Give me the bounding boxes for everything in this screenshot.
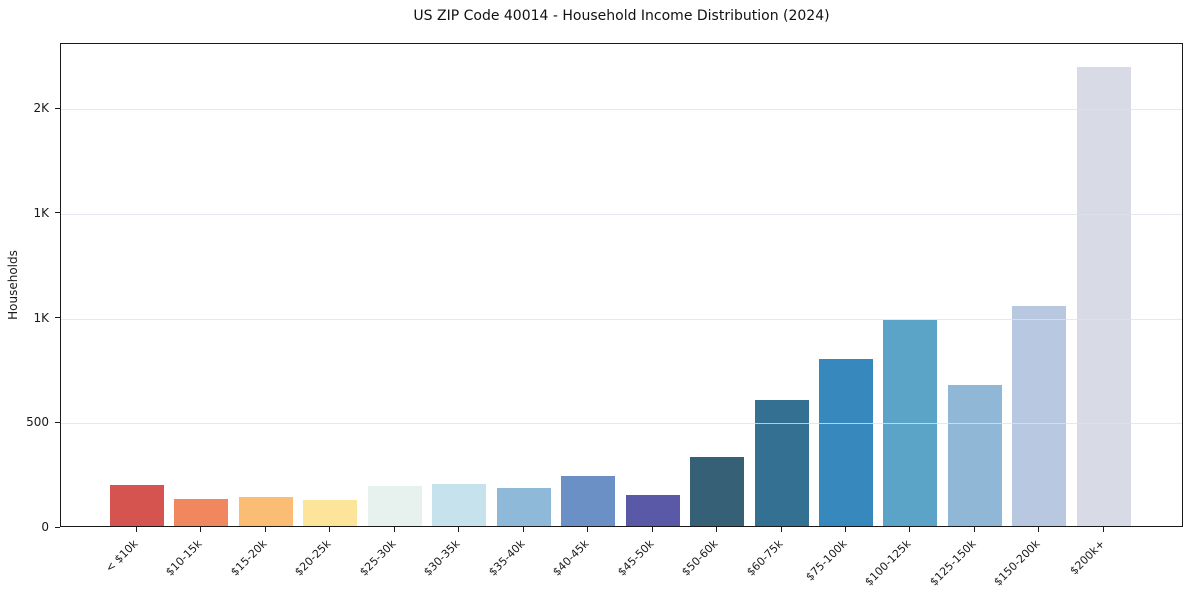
x-tick-mark: [909, 527, 911, 532]
y-tick-mark: [55, 526, 60, 528]
x-tick-mark: [973, 527, 975, 532]
bar-$30-35k: [432, 484, 487, 526]
bar-$100-125k: [883, 319, 938, 526]
bar-$15-20k: [238, 497, 293, 526]
y-tick-mark: [55, 107, 60, 109]
y-tick-mark: [55, 212, 60, 214]
y-tick-label: 2K: [33, 101, 49, 115]
bar-$45-50k: [625, 494, 680, 526]
y-tick-label: 500: [26, 415, 49, 430]
y-tick-mark: [55, 421, 60, 423]
bar-$20-25k: [303, 500, 358, 526]
x-tick-mark: [1038, 527, 1040, 532]
x-tick-mark: [780, 527, 782, 532]
x-tick-mark: [393, 527, 395, 532]
bar-$35-40k: [496, 488, 551, 526]
bar-$40-45k: [561, 475, 616, 526]
x-tick-mark: [587, 527, 589, 532]
plot-area: [60, 43, 1183, 527]
x-tick-mark: [522, 527, 524, 532]
bar-$125-150k: [947, 384, 1002, 526]
bar-< $10k: [110, 485, 164, 526]
bar-$25-30k: [367, 486, 422, 526]
gridline: [61, 318, 1182, 320]
gridline: [61, 423, 1182, 425]
y-axis-title: Households: [6, 250, 20, 320]
bar-$60-75k: [754, 400, 809, 526]
bar-$10-15k: [174, 498, 229, 526]
bar-$200k+: [1076, 67, 1131, 526]
x-tick-mark: [651, 527, 653, 532]
x-tick-mark: [716, 527, 718, 532]
y-tick-label: 1K: [33, 205, 49, 220]
y-tick-label: 1K: [33, 310, 49, 325]
x-tick-mark: [458, 527, 460, 532]
x-tick-mark: [200, 527, 202, 532]
x-tick-mark: [844, 527, 846, 532]
bar-$75-100k: [818, 359, 873, 526]
gridline: [61, 213, 1182, 215]
x-tick-mark: [264, 527, 266, 532]
x-tick-mark: [1102, 527, 1104, 532]
bar-$50-60k: [690, 456, 745, 526]
chart-title: US ZIP Code 40014 - Household Income Dis…: [413, 8, 830, 24]
x-tick-label: < $10k: [102, 537, 141, 575]
x-tick-mark: [136, 527, 137, 532]
x-tick-mark: [329, 527, 331, 532]
y-tick-label: 0: [41, 520, 49, 534]
gridline: [61, 109, 1182, 110]
y-tick-mark: [55, 317, 60, 318]
bar-$150-200k: [1012, 306, 1067, 526]
